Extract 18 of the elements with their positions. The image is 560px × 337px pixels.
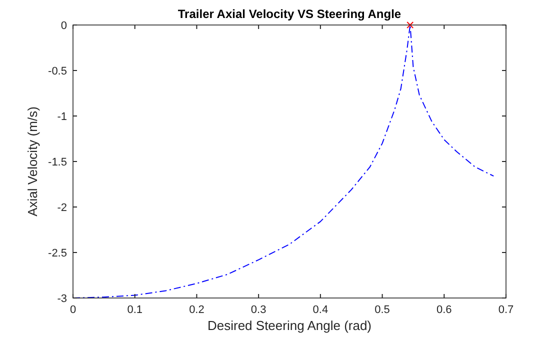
x-tick-label: 0.3 <box>250 304 266 316</box>
chart-title: Trailer Axial Velocity VS Steering Angle <box>178 7 402 21</box>
y-tick-label: -1 <box>57 111 67 123</box>
x-axis-title: Desired Steering Angle (rad) <box>207 318 372 333</box>
x-tick-label: 0.7 <box>498 304 514 316</box>
x-tick-label: 0.4 <box>312 304 328 316</box>
y-tick-label: -0.5 <box>48 66 67 78</box>
y-tick-label: -2.5 <box>48 248 67 260</box>
y-tick-label: -2 <box>57 202 67 214</box>
x-tick-label: 0.5 <box>374 304 390 316</box>
y-tick-label: -3 <box>57 293 67 305</box>
x-tick-label: 0.2 <box>189 304 204 316</box>
y-tick-label: -1.5 <box>48 156 67 168</box>
y-axis-title: Axial Velocity (m/s) <box>25 106 40 216</box>
x-tick-label: 0.6 <box>436 304 452 316</box>
y-tick-label: 0 <box>60 20 67 32</box>
x-tick-label: 0 <box>70 304 76 316</box>
x-tick-label: 0.1 <box>127 304 143 316</box>
